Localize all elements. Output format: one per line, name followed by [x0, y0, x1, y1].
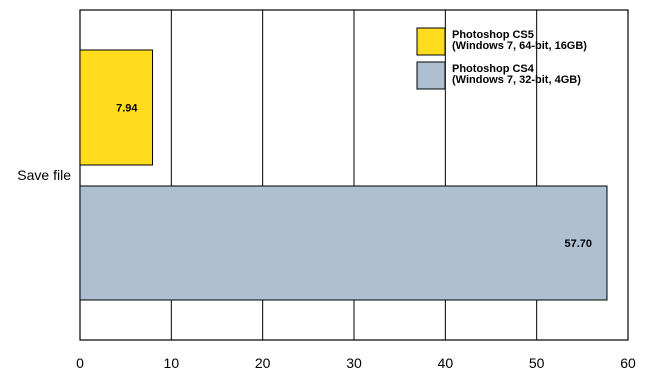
- data-label: 7.94: [116, 103, 138, 115]
- x-axis-ticks: 0 10 20 30 40 50 60: [76, 355, 636, 371]
- bar-cs5-save-file: [79, 49, 154, 166]
- legend-label: (Windows 7, 64-bit, 16GB): [452, 40, 587, 52]
- x-tick-label: 40: [438, 355, 454, 371]
- x-tick-label: 50: [529, 355, 545, 371]
- category-labels: Save file: [17, 167, 71, 183]
- legend: Photoshop CS5(Windows 7, 64-bit, 16GB) Ph…: [416, 27, 587, 90]
- legend-label: Photoshop CS5: [452, 29, 534, 41]
- bar-cs4-save-file: [79, 185, 608, 301]
- data-label: 57.70: [564, 238, 592, 250]
- x-tick-label: 20: [255, 355, 271, 371]
- category-label: Save file: [17, 167, 71, 183]
- x-tick-label: 0: [76, 355, 84, 371]
- x-tick-label: 60: [620, 355, 636, 371]
- legend-label: (Windows 7, 32-bit, 4GB): [452, 74, 581, 86]
- x-tick-label: 10: [164, 355, 180, 371]
- x-tick-label: 30: [346, 355, 362, 371]
- legend-label: Photoshop CS4: [452, 63, 535, 75]
- legend-swatch: [416, 61, 446, 90]
- bars: 7.94 57.70: [79, 49, 608, 301]
- legend-swatch: [416, 27, 446, 56]
